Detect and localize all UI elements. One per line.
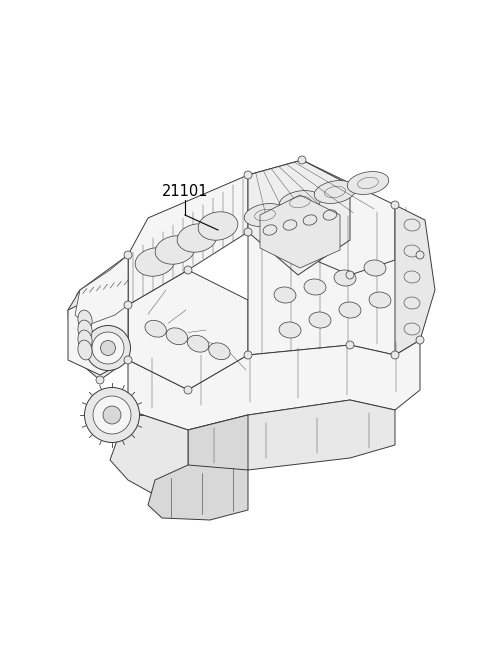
Ellipse shape <box>85 326 131 371</box>
Ellipse shape <box>93 396 131 434</box>
Ellipse shape <box>78 310 92 330</box>
Ellipse shape <box>298 156 306 164</box>
Ellipse shape <box>391 201 399 209</box>
Ellipse shape <box>198 212 238 240</box>
Polygon shape <box>248 195 420 355</box>
Ellipse shape <box>209 343 230 360</box>
Ellipse shape <box>124 301 132 309</box>
Ellipse shape <box>416 251 424 259</box>
Ellipse shape <box>78 320 92 340</box>
Ellipse shape <box>346 271 354 279</box>
Ellipse shape <box>369 292 391 308</box>
Polygon shape <box>395 205 435 355</box>
Ellipse shape <box>364 260 386 276</box>
Ellipse shape <box>103 406 121 424</box>
Ellipse shape <box>346 341 354 349</box>
Polygon shape <box>148 465 248 520</box>
Ellipse shape <box>100 341 116 356</box>
Polygon shape <box>68 255 128 380</box>
Ellipse shape <box>244 171 252 179</box>
Polygon shape <box>260 195 340 268</box>
Ellipse shape <box>279 191 321 214</box>
Polygon shape <box>110 410 188 495</box>
Ellipse shape <box>244 228 252 236</box>
Ellipse shape <box>391 351 399 359</box>
Ellipse shape <box>96 376 104 384</box>
Ellipse shape <box>184 386 192 394</box>
Ellipse shape <box>309 312 331 328</box>
Polygon shape <box>128 340 420 430</box>
Ellipse shape <box>416 336 424 344</box>
Ellipse shape <box>314 181 356 204</box>
Polygon shape <box>248 160 350 275</box>
Ellipse shape <box>78 330 92 350</box>
Ellipse shape <box>334 270 356 286</box>
Polygon shape <box>188 415 248 485</box>
Ellipse shape <box>145 320 166 337</box>
Ellipse shape <box>124 356 132 364</box>
Ellipse shape <box>279 322 301 338</box>
Ellipse shape <box>84 388 140 443</box>
Ellipse shape <box>347 172 389 195</box>
Polygon shape <box>188 400 395 470</box>
Ellipse shape <box>92 332 124 364</box>
Ellipse shape <box>135 248 175 276</box>
Ellipse shape <box>274 287 296 303</box>
Polygon shape <box>75 255 128 325</box>
Ellipse shape <box>184 266 192 274</box>
Ellipse shape <box>187 335 209 352</box>
Ellipse shape <box>166 328 188 345</box>
Polygon shape <box>128 175 248 305</box>
Text: 21101: 21101 <box>162 185 208 200</box>
Ellipse shape <box>155 236 195 264</box>
Ellipse shape <box>304 279 326 295</box>
Ellipse shape <box>177 224 217 252</box>
Ellipse shape <box>244 204 286 227</box>
Ellipse shape <box>244 351 252 359</box>
Polygon shape <box>248 160 395 275</box>
Polygon shape <box>128 270 248 390</box>
Polygon shape <box>68 295 128 375</box>
Ellipse shape <box>339 302 361 318</box>
Ellipse shape <box>78 340 92 360</box>
Ellipse shape <box>124 251 132 259</box>
